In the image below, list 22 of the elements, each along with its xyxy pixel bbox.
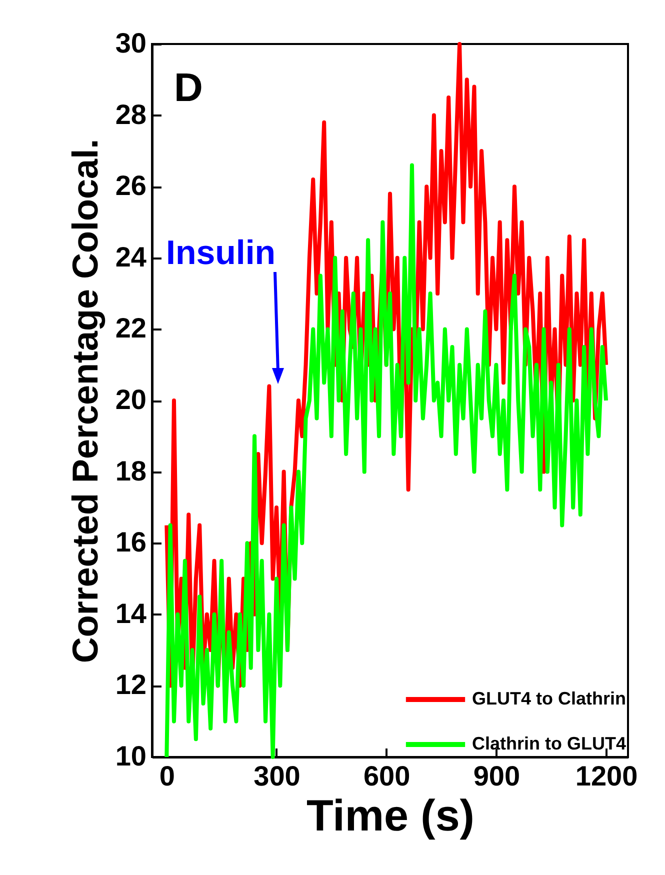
x-tick-label: 900 (473, 760, 520, 792)
x-tick-label: 1200 (575, 760, 638, 792)
x-axis-title: Time (s) (306, 792, 474, 840)
y-tick-label: 30 (115, 28, 146, 58)
y-tick-label: 26 (115, 170, 146, 202)
y-tick-label: 22 (115, 312, 146, 344)
y-tick-label: 14 (115, 598, 147, 629)
y-axis-title: Corrected Percentage Colocal. (64, 138, 106, 664)
y-tick-label: 12 (115, 669, 146, 700)
annotation: D (174, 66, 203, 110)
y-tick-label: 24 (115, 241, 147, 272)
legend-label: GLUT4 to Clathrin (472, 688, 626, 708)
legend-label: Clathrin to GLUT4 (472, 734, 626, 754)
x-tick-label: 300 (254, 760, 300, 792)
x-tick-label: 0 (159, 760, 175, 792)
y-tick-label: 20 (115, 384, 146, 415)
y-tick-label: 16 (115, 526, 146, 558)
y-tick-label: 10 (115, 740, 146, 772)
y-tick-label: 18 (115, 455, 146, 486)
annotation: Insulin (166, 234, 276, 272)
y-tick-label: 28 (115, 98, 146, 130)
x-tick-label: 600 (363, 760, 410, 792)
